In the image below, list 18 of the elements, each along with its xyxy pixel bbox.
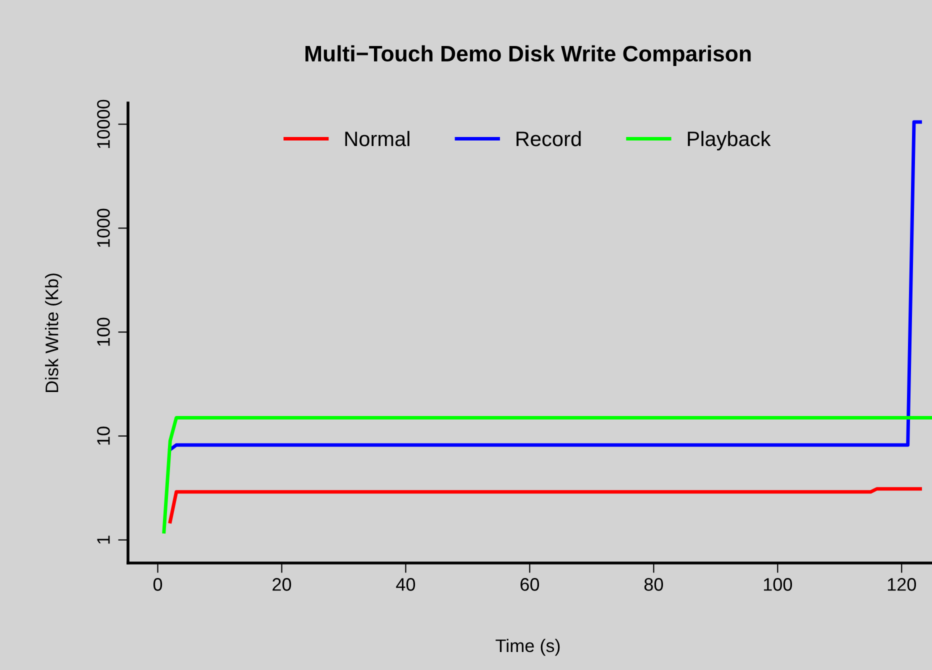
- x-tick-label: 120: [888, 578, 916, 591]
- x-tick-label: 0: [153, 578, 162, 591]
- x-tick-label: 60: [520, 578, 540, 591]
- x-tick-label: 20: [272, 578, 292, 591]
- x-tick-label: 100: [764, 578, 792, 591]
- x-axis-title: Time (s): [496, 638, 560, 656]
- y-tick-label: 100: [97, 318, 110, 346]
- legend-label: Record: [516, 130, 581, 146]
- y-axis-title: Disk Write (Kb): [45, 274, 62, 392]
- x-tick-label: 40: [396, 578, 416, 591]
- legend-label: Normal: [345, 130, 410, 146]
- y-tick-label: 1: [97, 536, 110, 544]
- chart-title: Multi−Touch Demo Disk Write Comparison: [305, 45, 751, 66]
- y-tick-label: 10000: [97, 100, 110, 148]
- y-tick-label: 10: [97, 426, 110, 445]
- legend-label: Playback: [688, 130, 771, 150]
- y-tick-label: 1000: [97, 208, 110, 247]
- x-tick-label: 80: [644, 578, 664, 591]
